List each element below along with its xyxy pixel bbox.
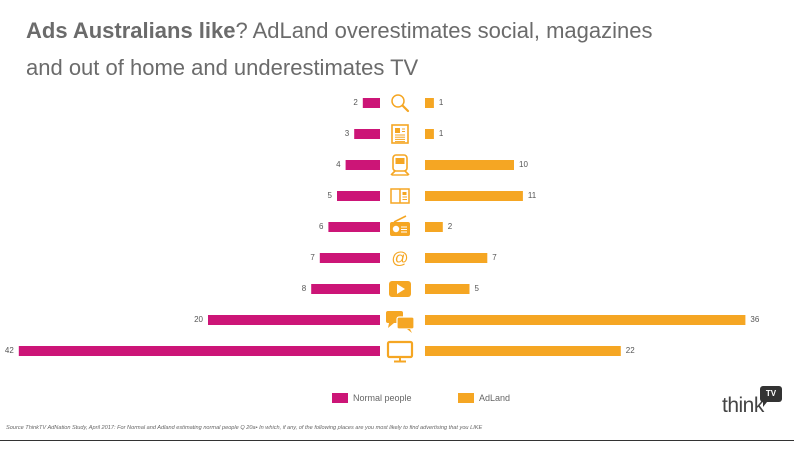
tv-icon <box>386 340 414 363</box>
search-icon <box>391 94 410 113</box>
value-label-normal: 42 <box>5 346 14 355</box>
legend-normal-label: Normal people <box>353 393 412 403</box>
bar-adland <box>425 160 514 170</box>
logo-word: think <box>722 394 764 417</box>
magazine-icon <box>390 188 410 204</box>
bar-adland <box>425 191 523 201</box>
legend-normal: Normal people <box>332 391 412 405</box>
logo-badge: TV <box>760 386 782 407</box>
value-label-adland: 7 <box>492 253 497 262</box>
bar-normal <box>208 315 380 325</box>
bar-normal <box>345 160 380 170</box>
email-icon: @ <box>391 248 408 267</box>
legend-normal-swatch <box>332 393 348 403</box>
value-label-normal: 4 <box>336 160 341 169</box>
bottom-divider <box>0 440 794 441</box>
value-label-adland: 10 <box>519 160 528 169</box>
value-label-normal: 7 <box>310 253 315 262</box>
value-label-adland: 22 <box>626 346 635 355</box>
legend-adland: AdLand <box>458 391 510 405</box>
value-label-normal: 20 <box>194 315 203 324</box>
value-label-normal: 8 <box>302 284 307 293</box>
bar-adland <box>425 98 434 108</box>
newspaper-icon <box>391 124 409 144</box>
bar-adland <box>425 222 443 232</box>
bar-adland <box>425 129 434 139</box>
bar-adland <box>425 315 746 325</box>
legend-adland-swatch <box>458 393 474 403</box>
value-label-normal: 5 <box>328 191 333 200</box>
bar-normal <box>311 284 380 294</box>
bar-adland <box>425 346 621 356</box>
value-label-adland: 1 <box>439 98 444 107</box>
thinktv-logo: think TV <box>722 386 788 417</box>
social-chat-icon <box>386 311 415 333</box>
bar-normal <box>319 253 380 263</box>
radio-icon <box>390 215 410 236</box>
value-label-normal: 6 <box>319 222 324 231</box>
value-label-adland: 2 <box>448 222 453 231</box>
value-label-adland: 1 <box>439 129 444 138</box>
value-label-normal: 2 <box>353 98 358 107</box>
bar-normal <box>362 98 380 108</box>
title-line2: and out of home and underestimates TV <box>26 55 419 80</box>
bar-adland <box>425 284 470 294</box>
legend-adland-label: AdLand <box>479 393 511 403</box>
title-bold: Ads Australians like <box>26 18 236 43</box>
value-label-adland: 5 <box>475 284 480 293</box>
value-label-adland: 36 <box>750 315 759 324</box>
source-note: Source ThinkTV AdNation Study, April 201… <box>6 425 483 431</box>
diverging-bar-chart: 2 1 3 1 4 10 5 11 6 2 7 7 @8 5 20 36 42 22 <box>5 94 760 363</box>
bar-normal <box>328 222 380 232</box>
svg-text:@: @ <box>391 248 408 267</box>
bar-normal <box>337 191 380 201</box>
title-rest-line1: ? AdLand overestimates social, magazines <box>235 18 653 43</box>
online-video-icon <box>389 281 411 297</box>
value-label-normal: 3 <box>345 129 350 138</box>
bar-adland <box>425 253 488 263</box>
bar-normal <box>18 346 381 356</box>
transit-icon <box>390 154 410 176</box>
slide-title: Ads Australians like? AdLand overestimat… <box>26 12 726 86</box>
value-label-adland: 11 <box>528 191 537 200</box>
bar-normal <box>354 129 380 139</box>
